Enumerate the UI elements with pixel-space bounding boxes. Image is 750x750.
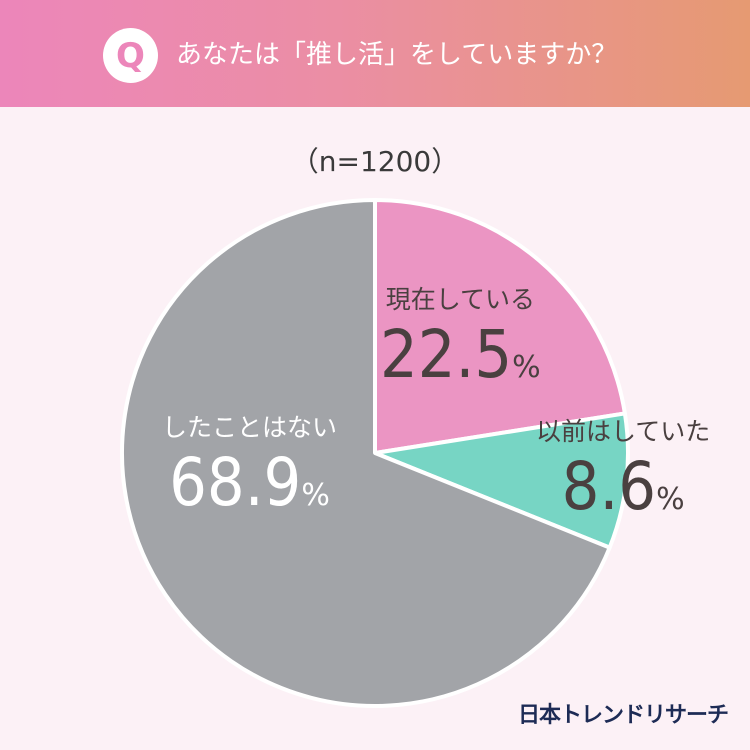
slice-unit-current: % bbox=[512, 350, 541, 385]
slice-name-current: 現在している bbox=[380, 280, 541, 316]
slice-label-never: したことはない 68.9% bbox=[162, 408, 337, 516]
slice-value-never: 68.9 bbox=[169, 444, 301, 521]
slice-unit-never: % bbox=[301, 478, 330, 513]
slice-value-former: 8.6 bbox=[562, 448, 656, 525]
slice-value-current: 22.5 bbox=[380, 316, 512, 393]
slice-label-former: 以前はしていた 8.6% bbox=[536, 412, 710, 520]
slice-name-former: 以前はしていた bbox=[536, 412, 710, 448]
brand-logo: 日本トレンドリサーチ bbox=[518, 697, 728, 729]
slice-label-current: 現在している 22.5% bbox=[380, 280, 541, 388]
slice-name-never: したことはない bbox=[162, 408, 337, 444]
slice-unit-former: % bbox=[656, 482, 685, 517]
